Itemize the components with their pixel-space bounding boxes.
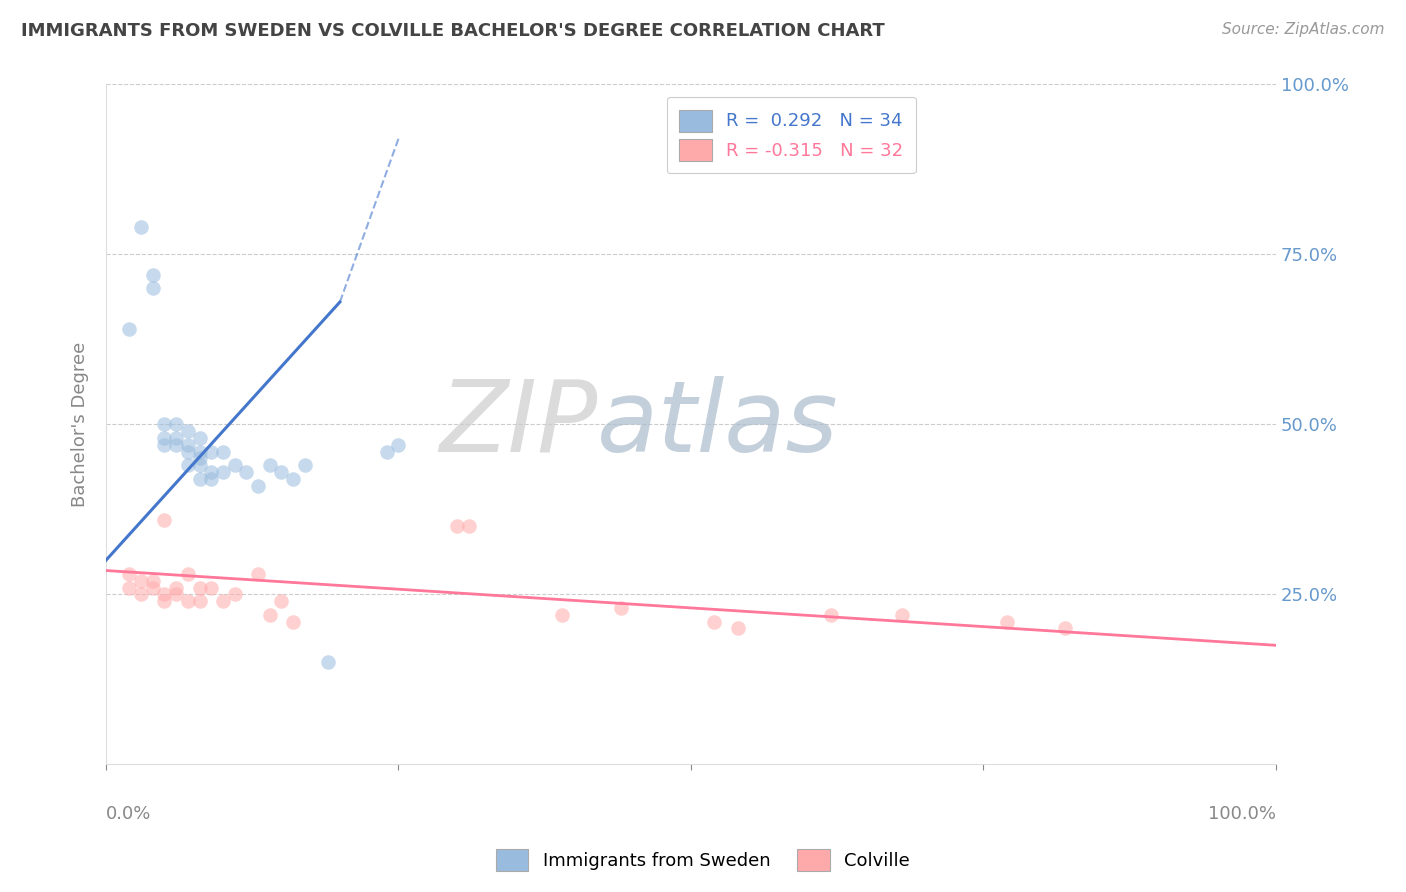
Point [270, 594, 292, 608]
Point [142, 268, 165, 282]
Point [153, 431, 176, 445]
Point [153, 438, 176, 452]
Text: 100.0%: 100.0% [1208, 805, 1277, 823]
Point [259, 458, 281, 472]
Legend: R =  0.292   N = 34, R = -0.315   N = 32: R = 0.292 N = 34, R = -0.315 N = 32 [666, 97, 915, 173]
Point [177, 438, 200, 452]
Point [316, 655, 339, 669]
Point [142, 574, 165, 588]
Point [142, 581, 165, 595]
Point [200, 581, 222, 595]
Point [153, 512, 176, 526]
Point [995, 615, 1018, 629]
Point [281, 472, 304, 486]
Point [188, 458, 211, 472]
Point [703, 615, 725, 629]
Point [200, 444, 222, 458]
Point [165, 581, 187, 595]
Point [118, 566, 141, 581]
Text: ZIP: ZIP [439, 376, 598, 473]
Point [727, 621, 749, 635]
Point [188, 444, 211, 458]
Point [177, 566, 200, 581]
Point [188, 451, 211, 466]
Point [165, 587, 187, 601]
Point [235, 465, 257, 479]
Point [224, 587, 246, 601]
Point [129, 574, 152, 588]
Point [177, 594, 200, 608]
Point [129, 220, 152, 235]
Point [270, 465, 292, 479]
Point [1054, 621, 1077, 635]
Point [200, 472, 222, 486]
Point [551, 607, 574, 622]
Y-axis label: Bachelor's Degree: Bachelor's Degree [72, 342, 89, 507]
Point [294, 458, 316, 472]
Point [212, 444, 235, 458]
Point [118, 322, 141, 336]
Point [188, 581, 211, 595]
Point [165, 431, 187, 445]
Point [609, 601, 631, 615]
Point [820, 607, 842, 622]
Point [375, 444, 398, 458]
Point [200, 465, 222, 479]
Point [890, 607, 912, 622]
Point [188, 431, 211, 445]
Point [457, 519, 479, 533]
Point [281, 615, 304, 629]
Point [118, 581, 141, 595]
Point [129, 587, 152, 601]
Point [177, 444, 200, 458]
Point [165, 417, 187, 432]
Text: 0.0%: 0.0% [105, 805, 152, 823]
Point [212, 594, 235, 608]
Point [142, 281, 165, 295]
Text: atlas: atlas [598, 376, 839, 473]
Point [247, 566, 270, 581]
Point [212, 465, 235, 479]
Text: Source: ZipAtlas.com: Source: ZipAtlas.com [1222, 22, 1385, 37]
Point [188, 472, 211, 486]
Point [247, 478, 270, 492]
Point [153, 417, 176, 432]
Point [224, 458, 246, 472]
Point [153, 587, 176, 601]
Point [259, 607, 281, 622]
Point [387, 438, 409, 452]
Text: IMMIGRANTS FROM SWEDEN VS COLVILLE BACHELOR'S DEGREE CORRELATION CHART: IMMIGRANTS FROM SWEDEN VS COLVILLE BACHE… [21, 22, 884, 40]
Point [188, 594, 211, 608]
Point [165, 438, 187, 452]
Legend: Immigrants from Sweden, Colville: Immigrants from Sweden, Colville [489, 842, 917, 879]
Point [153, 594, 176, 608]
Point [177, 424, 200, 438]
Point [446, 519, 468, 533]
Point [177, 458, 200, 472]
